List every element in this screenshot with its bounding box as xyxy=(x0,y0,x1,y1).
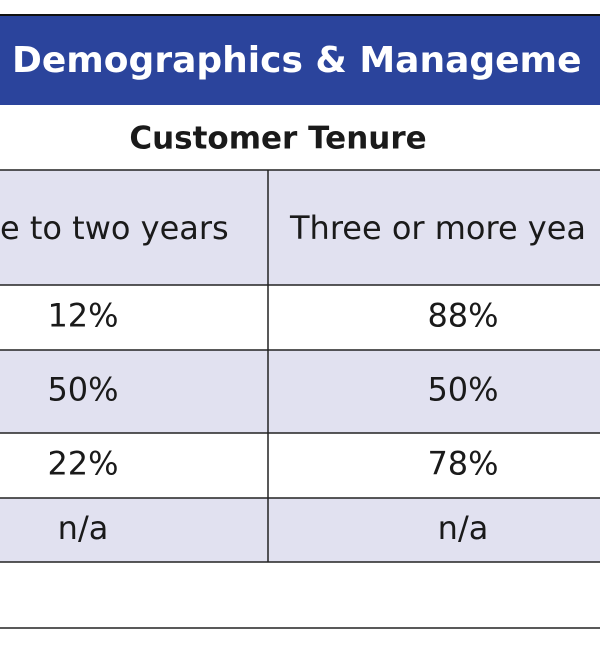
cell: n/a xyxy=(438,509,489,547)
caption: Customer Tenure xyxy=(129,121,426,157)
table: e to two years Three or more yea 12% 88% 50%… xyxy=(0,169,600,629)
row-bg xyxy=(0,498,600,562)
row-bg xyxy=(0,170,600,285)
row-bg xyxy=(0,350,600,433)
cell: 22% xyxy=(47,445,118,483)
cell: 12% xyxy=(47,297,118,335)
cell: 88% xyxy=(427,297,498,335)
title: Demographics & Manageme xyxy=(12,40,581,81)
title-band xyxy=(0,15,600,105)
cell: 50% xyxy=(427,371,498,409)
column-header: Three or more yea xyxy=(289,209,586,247)
column-header: e to two years xyxy=(0,209,229,247)
cell: 50% xyxy=(47,371,118,409)
cell: n/a xyxy=(58,509,109,547)
cell: 78% xyxy=(427,445,498,483)
